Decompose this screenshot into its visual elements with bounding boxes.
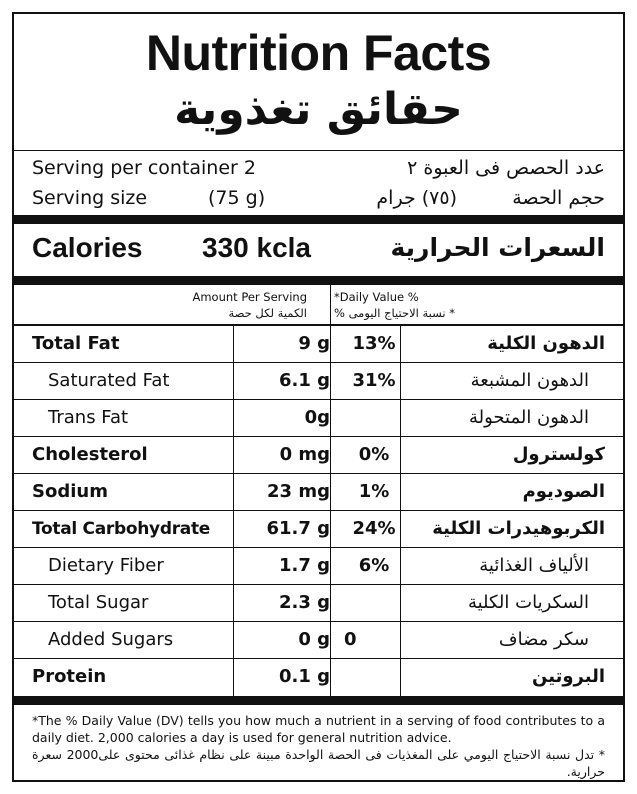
column-divider: [400, 326, 401, 696]
nutrient-name-en: Trans Fat: [48, 407, 129, 428]
nutrient-daily-value: 24%: [352, 518, 396, 539]
nutrient-row-trans-fat: Trans Fat 0g الدهون المتحولة: [14, 400, 623, 437]
nutrient-name-ar: الدهون المتحولة: [468, 407, 589, 428]
divider-thick: [14, 215, 623, 224]
nutrient-row-total-fat: Total Fat 9 g 13% الدهون الكلية: [14, 326, 623, 363]
nutrient-row-total-carbohydrate: Total Carbohydrate 61.7 g 24% الكربوهيدر…: [14, 511, 623, 548]
nutrient-name-en: Total Fat: [32, 333, 120, 354]
nutrient-name-ar: الألياف الغذائية: [479, 555, 589, 576]
nutrient-name-ar: الكربوهيدرات الكلية: [432, 518, 605, 539]
divider-thick: [14, 696, 623, 705]
amount-per-serving-en: Amount Per Serving: [192, 290, 307, 304]
calories-label-en: Calories: [32, 232, 143, 263]
divider-thick: [14, 276, 623, 285]
nutrient-name-ar: سكر مضاف: [498, 629, 589, 650]
title-arabic: حقائق تغذوية: [174, 84, 463, 135]
nutrient-daily-value: [332, 659, 416, 695]
nutrient-row-saturated-fat: Saturated Fat 6.1 g 31% الدهون المشبعة: [14, 363, 623, 400]
title-english: Nutrition Facts: [145, 25, 492, 81]
nutrient-amount: 0g: [304, 407, 330, 428]
nutrient-name-en: Dietary Fiber: [48, 555, 164, 576]
nutrient-name-ar: الصوديوم: [522, 481, 605, 502]
nutrient-amount: 0.1 g: [278, 666, 330, 687]
nutrient-row-sodium: Sodium 23 mg 1% الصوديوم: [14, 474, 623, 511]
nutrient-row-total-sugar: Total Sugar 2.3 g السكريات الكلية: [14, 585, 623, 622]
nutrient-name-en: Saturated Fat: [48, 370, 170, 391]
nutrient-name-ar: كولسترول: [512, 444, 605, 465]
serving-size-value-en: (75 g): [208, 187, 266, 209]
nutrient-name-en: Sodium: [32, 481, 108, 502]
nutrient-amount: 1.7 g: [278, 555, 330, 576]
servings-per-container-en: Serving per container 2: [32, 157, 256, 179]
column-divider: [330, 285, 331, 324]
daily-value-header-en: *Daily Value %: [334, 290, 419, 304]
nutrient-daily-value: 13%: [352, 333, 396, 354]
nutrient-name-ar: السكريات الكلية: [467, 592, 589, 613]
footnote-arabic: * تدل نسبة الاحتياج اليومي على المغذيات …: [32, 747, 605, 779]
divider-table-top: [14, 324, 623, 326]
nutrient-daily-value: 0%: [358, 444, 390, 465]
serving-size-label-en: Serving size: [32, 187, 148, 209]
divider-thin: [14, 150, 623, 151]
nutrition-label: Nutrition Facts حقائق تغذوية Serving per…: [12, 12, 625, 782]
daily-value-header-ar: * نسبة الاحتياج اليومى %: [334, 306, 455, 320]
nutrient-name-en: Cholesterol: [32, 444, 148, 465]
nutrient-amount: 2.3 g: [278, 592, 330, 613]
nutrient-daily-value: 1%: [358, 481, 390, 502]
serving-size-label-ar: حجم الحصة: [512, 187, 605, 209]
nutrient-daily-value: 31%: [352, 370, 396, 391]
nutrient-name-ar: الدهون المشبعة: [470, 370, 589, 391]
servings-per-container-ar: عدد الحصص فى العبوة ٢: [407, 157, 605, 179]
nutrient-name-ar: الدهون الكلية: [487, 333, 605, 354]
nutrient-amount: 23 mg: [267, 481, 330, 502]
calories-value: 330 kcla: [202, 232, 311, 263]
nutrient-name-en: Added Sugars: [48, 629, 174, 650]
nutrient-amount: 61.7 g: [266, 518, 330, 539]
serving-size-value-ar: (٧٥) جرام: [376, 187, 457, 209]
nutrient-row-added-sugars: Added Sugars 0 g 0 سكر مضاف: [14, 622, 623, 659]
nutrient-name-en: Protein: [32, 666, 107, 687]
nutrient-amount: 9 g: [298, 333, 330, 354]
nutrient-name-en: Total Sugar: [48, 592, 149, 613]
column-divider: [330, 326, 331, 696]
nutrient-amount: 0 g: [298, 629, 330, 650]
footnote-english: *The % Daily Value (DV) tells you how mu…: [32, 713, 605, 745]
nutrient-row-dietary-fiber: Dietary Fiber 1.7 g 6% الألياف الغذائية: [14, 548, 623, 585]
calories-label-ar: السعرات الحرارية: [390, 233, 606, 262]
nutrient-daily-value: 6%: [358, 555, 390, 576]
nutrient-name-en: Total Carbohydrate: [32, 519, 211, 539]
nutrient-row-cholesterol: Cholesterol 0 mg 0% كولسترول: [14, 437, 623, 474]
nutrient-name-ar: البروتين: [532, 666, 605, 687]
nutrient-daily-value: 0: [344, 629, 357, 650]
nutrient-row-protein: Protein 0.1 g البروتين: [14, 659, 623, 696]
nutrient-daily-value: [332, 585, 416, 621]
nutrient-amount: 0 mg: [279, 444, 330, 465]
nutrient-table: Total Fat 9 g 13% الدهون الكلية Saturate…: [14, 326, 623, 696]
nutrient-amount: 6.1 g: [278, 370, 330, 391]
nutrient-daily-value: [332, 400, 416, 436]
amount-per-serving-ar: الكمية لكل حصة: [228, 306, 307, 320]
column-divider: [233, 326, 234, 696]
